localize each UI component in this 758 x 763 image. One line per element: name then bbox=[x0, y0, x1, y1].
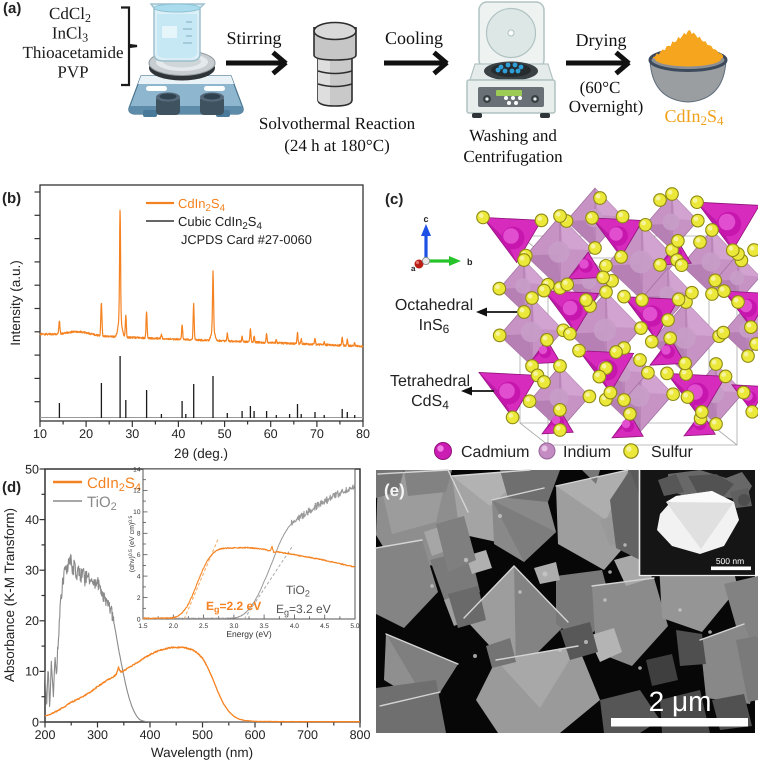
svg-text:Drying: Drying bbox=[576, 30, 627, 50]
svg-text:2: 2 bbox=[137, 595, 141, 602]
svg-text:TiO2: TiO2 bbox=[286, 583, 310, 599]
svg-text:12: 12 bbox=[133, 488, 141, 495]
svg-text:500 nm: 500 nm bbox=[716, 556, 744, 566]
svg-text:(60°C: (60°C bbox=[580, 78, 621, 97]
svg-text:Eg=3.2 eV: Eg=3.2 eV bbox=[276, 602, 331, 618]
svg-text:Stirring: Stirring bbox=[226, 28, 281, 48]
svg-text:30: 30 bbox=[125, 427, 139, 441]
svg-text:4.0: 4.0 bbox=[290, 623, 299, 630]
svg-text:70: 70 bbox=[310, 427, 324, 441]
svg-text:(αhν)0.5 (eV cm)0.5: (αhν)0.5 (eV cm)0.5 bbox=[128, 516, 136, 573]
svg-text:(24 h at 180°C): (24 h at 180°C) bbox=[284, 136, 389, 155]
svg-text:20: 20 bbox=[79, 427, 93, 441]
svg-text:Wavelength (nm): Wavelength (nm) bbox=[151, 745, 253, 760]
svg-text:10: 10 bbox=[25, 665, 39, 679]
svg-text:(e): (e) bbox=[384, 481, 405, 500]
svg-text:20: 20 bbox=[25, 614, 39, 628]
svg-text:Cadmium: Cadmium bbox=[461, 444, 529, 461]
svg-text:80: 80 bbox=[356, 427, 370, 441]
svg-text:40: 40 bbox=[171, 427, 185, 441]
svg-text:PVP: PVP bbox=[57, 63, 88, 82]
svg-text:TiO2: TiO2 bbox=[87, 494, 117, 513]
svg-text:Intensity (a.u.): Intensity (a.u.) bbox=[8, 260, 23, 346]
svg-text:400: 400 bbox=[140, 728, 161, 742]
svg-text:JCPDS Card #27-0060: JCPDS Card #27-0060 bbox=[181, 232, 312, 247]
svg-text:b: b bbox=[467, 257, 473, 267]
svg-text:700: 700 bbox=[297, 728, 318, 742]
svg-text:Centrifugation: Centrifugation bbox=[463, 147, 563, 166]
svg-text:CdCl2: CdCl2 bbox=[49, 4, 91, 25]
svg-text:a: a bbox=[411, 264, 416, 273]
svg-text:30: 30 bbox=[25, 564, 39, 578]
svg-text:0: 0 bbox=[137, 616, 141, 623]
svg-text:Indium: Indium bbox=[563, 444, 611, 461]
svg-text:Solvothermal Reaction: Solvothermal Reaction bbox=[259, 114, 416, 133]
svg-text:Eg=2.2 eV: Eg=2.2 eV bbox=[206, 599, 261, 615]
svg-text:CdIn2S4: CdIn2S4 bbox=[664, 106, 724, 128]
svg-text:Overnight): Overnight) bbox=[569, 97, 644, 116]
svg-text:Energy (eV): Energy (eV) bbox=[226, 629, 272, 639]
svg-text:60: 60 bbox=[264, 427, 278, 441]
svg-text:CdIn2S4: CdIn2S4 bbox=[87, 475, 141, 494]
svg-text:6: 6 bbox=[137, 552, 141, 559]
svg-text:CdS4: CdS4 bbox=[411, 393, 449, 412]
svg-text:40: 40 bbox=[25, 513, 39, 527]
svg-text:4.5: 4.5 bbox=[320, 623, 329, 630]
svg-text:50: 50 bbox=[218, 427, 232, 441]
svg-text:(d): (d) bbox=[2, 479, 21, 496]
svg-text:800: 800 bbox=[350, 728, 371, 742]
svg-text:300: 300 bbox=[87, 728, 108, 742]
svg-text:4: 4 bbox=[137, 573, 141, 580]
svg-text:600: 600 bbox=[245, 728, 266, 742]
svg-text:Sulfur: Sulfur bbox=[651, 444, 693, 461]
svg-text:Absorbance (K-M Transform): Absorbance (K-M Transform) bbox=[2, 508, 17, 682]
svg-text:Thioacetamide: Thioacetamide bbox=[22, 43, 123, 62]
svg-text:2.5: 2.5 bbox=[199, 623, 208, 630]
svg-text:Cubic CdIn2S4: Cubic CdIn2S4 bbox=[178, 214, 262, 232]
svg-text:1.5: 1.5 bbox=[138, 623, 147, 630]
svg-text:3.5: 3.5 bbox=[260, 623, 269, 630]
svg-text:5.0: 5.0 bbox=[350, 623, 359, 630]
svg-text:10: 10 bbox=[33, 427, 47, 441]
svg-text:Tetrahedral: Tetrahedral bbox=[390, 373, 470, 390]
svg-text:2.0: 2.0 bbox=[169, 623, 178, 630]
svg-text:c: c bbox=[423, 214, 428, 224]
svg-text:Washing and: Washing and bbox=[469, 126, 557, 145]
svg-text:InS6: InS6 bbox=[419, 317, 450, 336]
svg-text:2θ (deg.): 2θ (deg.) bbox=[174, 446, 228, 461]
svg-text:3.0: 3.0 bbox=[229, 623, 238, 630]
svg-text:InCl3: InCl3 bbox=[52, 24, 88, 45]
svg-text:200: 200 bbox=[35, 728, 56, 742]
svg-text:Octahedral: Octahedral bbox=[395, 297, 473, 314]
svg-text:500: 500 bbox=[192, 728, 213, 742]
svg-text:Cooling: Cooling bbox=[385, 28, 443, 48]
svg-text:CdIn2S4: CdIn2S4 bbox=[178, 196, 226, 214]
svg-text:0: 0 bbox=[32, 715, 39, 729]
svg-text:8: 8 bbox=[137, 531, 141, 538]
svg-text:50: 50 bbox=[25, 462, 39, 476]
svg-text:10: 10 bbox=[133, 509, 141, 516]
svg-text:(b): (b) bbox=[2, 190, 21, 207]
svg-text:(a): (a) bbox=[3, 0, 21, 17]
svg-text:(c): (c) bbox=[385, 191, 403, 208]
svg-text:14: 14 bbox=[133, 466, 141, 473]
svg-text:2 μm: 2 μm bbox=[649, 686, 712, 717]
